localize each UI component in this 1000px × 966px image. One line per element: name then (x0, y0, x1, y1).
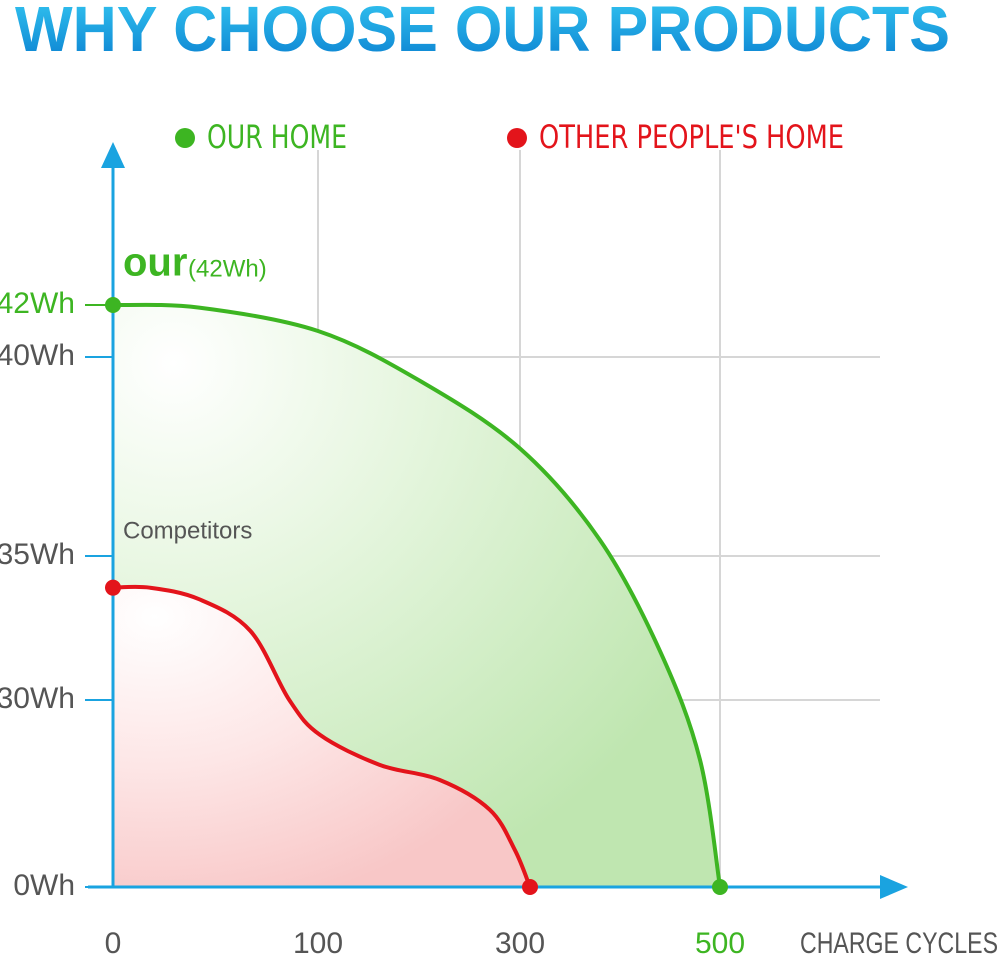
annotation: Competitors (123, 517, 252, 544)
x-tick-label: 300 (495, 927, 545, 960)
legend-label: OUR HOME (207, 118, 347, 156)
x-arrow (880, 875, 908, 899)
end-dot (712, 879, 728, 895)
annotation: our (123, 241, 187, 285)
end-dot (105, 579, 121, 596)
y-tick-label: 30Wh (0, 682, 75, 715)
x-tick-label: 0 (105, 927, 122, 960)
x-tick-label: 500 (695, 927, 745, 960)
legend-swatch (507, 128, 527, 148)
x-tick-label: 100 (293, 927, 343, 960)
legend-label: OTHER PEOPLE'S HOME (539, 118, 844, 156)
y-arrow (101, 142, 125, 168)
line (112, 302, 722, 888)
y-tick-label: 0Wh (13, 869, 75, 902)
legend-swatch (175, 128, 195, 148)
y-tick-label: 40Wh (0, 339, 75, 372)
x-axis-label: CHARGE CYCLES (800, 927, 998, 960)
line (112, 584, 532, 888)
end-dot (522, 879, 538, 895)
y-tick-label: 42Wh (0, 287, 75, 320)
chart-title: WHY CHOOSE OUR PRODUCTS (15, 0, 950, 65)
y-tick-label: 35Wh (0, 538, 75, 571)
annotation-detail: (42Wh) (188, 255, 267, 282)
